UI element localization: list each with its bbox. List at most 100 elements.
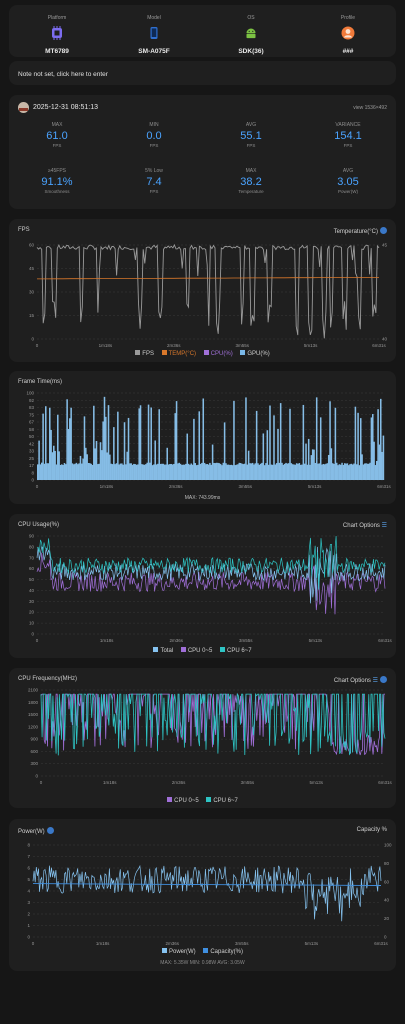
frame-time-bar bbox=[286, 463, 289, 480]
frame-time-bar bbox=[353, 463, 355, 480]
platform-label: Platform bbox=[47, 15, 67, 21]
cpu-frequency-chart-options[interactable]: Chart Options ☰ bbox=[334, 676, 387, 684]
y-tick-label: 75 bbox=[29, 412, 35, 417]
frame-time-bar bbox=[219, 463, 222, 480]
note-text[interactable]: Note not set, click here to enter bbox=[18, 71, 108, 78]
profile-icon[interactable] bbox=[341, 26, 355, 40]
frame-time-bar bbox=[67, 428, 70, 480]
frame-time-bar bbox=[181, 464, 183, 480]
frame-time-bar bbox=[242, 464, 245, 480]
temperature-toggle[interactable]: Temperature(°C) bbox=[334, 227, 387, 235]
frame-time-bar bbox=[381, 451, 383, 480]
y-tick-label: 600 bbox=[30, 749, 38, 754]
stat-label: AVG bbox=[245, 122, 257, 128]
frame-time-bar bbox=[301, 464, 303, 480]
menu-icon[interactable]: ☰ bbox=[372, 678, 378, 684]
legend-temp[interactable]: TEMP(°C) bbox=[161, 350, 196, 357]
frame-time-bar bbox=[295, 463, 298, 480]
frame-time-bar bbox=[221, 465, 223, 480]
x-tick-label: 5m13s bbox=[309, 780, 323, 785]
cpu-usage-chart-options[interactable]: Chart Options ☰ bbox=[343, 522, 387, 529]
frame-time-bar bbox=[45, 406, 47, 480]
x-tick-label: 6m31s bbox=[377, 484, 391, 489]
frame-time-bar bbox=[74, 463, 76, 480]
settings-icon[interactable] bbox=[46, 827, 54, 834]
legend-total[interactable]: Total bbox=[153, 647, 173, 654]
frame-time-bar bbox=[379, 398, 382, 480]
profile-value: ### bbox=[342, 48, 354, 55]
settings-icon[interactable] bbox=[380, 676, 387, 683]
legend-cpu[interactable]: CPU(%) bbox=[203, 350, 233, 357]
frame-time-bar bbox=[166, 447, 168, 480]
y-tick-label: 5 bbox=[27, 877, 30, 882]
frame-time-bar bbox=[274, 464, 277, 480]
stat-unit: FPS bbox=[52, 143, 62, 148]
x-tick-label: 2m36s bbox=[165, 941, 179, 946]
frame-time-bar bbox=[102, 421, 104, 480]
cpu-0-5-line bbox=[36, 552, 386, 615]
fps-line bbox=[36, 243, 380, 339]
stat-value: 91.1% bbox=[41, 176, 73, 188]
settings-icon[interactable] bbox=[380, 227, 387, 234]
y-right-tick-label: 40 bbox=[384, 898, 390, 903]
frame-time-bar bbox=[318, 463, 321, 480]
x-tick-label: 6m31s bbox=[378, 638, 392, 643]
menu-icon[interactable]: ☰ bbox=[381, 523, 387, 529]
frame-time-bar bbox=[139, 405, 142, 480]
frame-time-bar bbox=[165, 464, 167, 480]
frame-time-bar bbox=[90, 463, 92, 480]
frame-time-bar bbox=[198, 411, 201, 480]
legend-cpu-0-5[interactable]: CPU 0~5 bbox=[180, 647, 212, 654]
frame-time-bar bbox=[334, 407, 337, 480]
frame-time-bar bbox=[123, 422, 126, 480]
cpu-usage-chart[interactable]: 90 80 70 60 50 40 30 20 10 00 1m18s 2m36s 3m55s 5m13s… bbox=[9, 530, 396, 648]
y-tick-label: 4 bbox=[27, 889, 30, 894]
legend-gpu[interactable]: GPU(%) bbox=[240, 350, 270, 357]
legend-fps[interactable]: FPS bbox=[135, 350, 154, 357]
frame-time-bar bbox=[327, 454, 330, 480]
frame-time-bar bbox=[47, 463, 50, 480]
frame-time-bar bbox=[234, 465, 237, 480]
frame-time-bar bbox=[367, 463, 370, 480]
note-card[interactable]: Note not set, click here to enter bbox=[9, 61, 396, 85]
stat-value: 154.1 bbox=[334, 130, 362, 142]
frame-time-bar bbox=[281, 462, 283, 480]
cpu-frequency-chart[interactable]: 2100 1800 1500 1200 900 600 300 00 1m18s 2m36s 3m5… bbox=[9, 684, 396, 796]
device-profile[interactable]: Profile ### bbox=[300, 5, 396, 55]
frame-time-bar bbox=[313, 449, 315, 480]
legend-cpu-6-7[interactable]: CPU 6~7 bbox=[206, 797, 238, 804]
legend-cpu-0-5[interactable]: CPU 0~5 bbox=[167, 797, 199, 804]
x-tick-label: 1m18s bbox=[96, 941, 110, 946]
frame-time-bar bbox=[114, 464, 116, 480]
fps-chart[interactable]: 60 45 30 15 0 45 40 0 1m18s 2m36s 3m55s 5m13s 6m31s bbox=[9, 233, 396, 355]
cpu-usage-chart-card: CPU Usage(%) Chart Options ☰ 90 80 70 60 50 4… bbox=[9, 514, 396, 658]
stat-smoothness: ≥45FPS 91.1% Smoothness bbox=[9, 168, 105, 194]
legend-cpu-6-7[interactable]: CPU 6~7 bbox=[220, 647, 252, 654]
y-tick-label: 20 bbox=[29, 610, 35, 615]
frame-time-bar bbox=[294, 464, 297, 480]
frame-time-bar bbox=[263, 465, 266, 480]
frame-time-chart[interactable]: 100 92 83 75 67 58 50 42 33 25 17 8 00 1m18s 2m36s 3m55… bbox=[9, 385, 396, 497]
x-tick-label: 5m13s bbox=[304, 343, 318, 348]
y-right-tick-label: 20 bbox=[384, 916, 390, 921]
frame-time-bar bbox=[377, 409, 379, 480]
legend-capacity[interactable]: Capacity(%) bbox=[203, 948, 243, 955]
os-label: OS bbox=[247, 15, 255, 21]
stat-label: ≥45FPS bbox=[47, 168, 67, 174]
frame-time-bar bbox=[49, 407, 51, 480]
frame-time-bar bbox=[54, 450, 56, 480]
legend-power[interactable]: Power(W) bbox=[161, 948, 196, 955]
temperature-label: Temperature(°C) bbox=[333, 229, 378, 235]
frame-time-bar bbox=[83, 416, 86, 480]
frame-time-bar bbox=[171, 464, 174, 480]
x-tick-label: 0 bbox=[36, 638, 39, 643]
frame-time-bar bbox=[37, 464, 39, 480]
frame-time-bar bbox=[119, 463, 122, 480]
frame-time-bar bbox=[50, 429, 52, 480]
y-right-tick-label: 40 bbox=[382, 337, 388, 342]
frame-time-bar bbox=[141, 464, 143, 480]
frame-time-bar bbox=[81, 463, 83, 480]
power-title: Power(W) bbox=[18, 827, 54, 835]
stat-unit: FPS bbox=[149, 189, 159, 194]
